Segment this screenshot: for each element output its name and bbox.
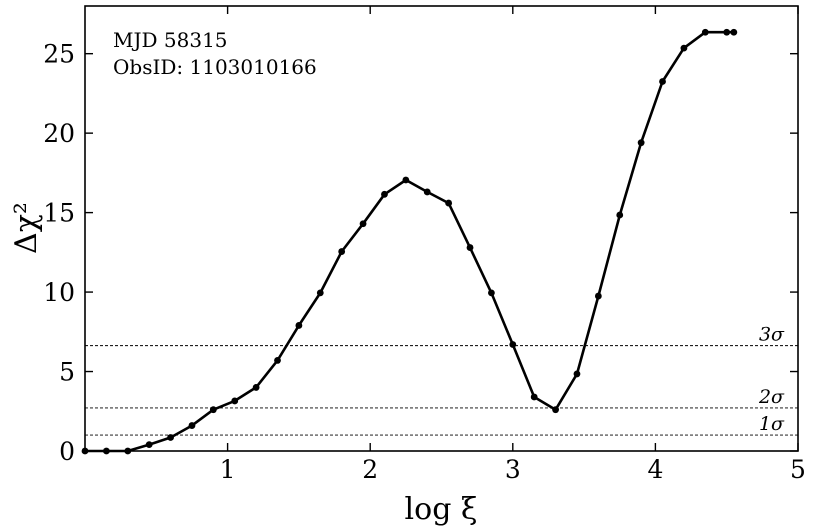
data-point-29 [701, 28, 709, 36]
data-point-9 [274, 357, 281, 364]
data-point-2 [124, 447, 132, 455]
y-tick-label-5: 25 [43, 40, 75, 69]
y-tick-label-0: 0 [59, 437, 75, 466]
x-tick-label-1: 2 [362, 455, 378, 484]
data-point-21 [530, 393, 538, 401]
annotation-obsid: ObsID: 1103010166 [113, 55, 317, 79]
sigma-reference-lines: 3σ 2σ 1σ [85, 324, 798, 436]
data-point-20 [509, 341, 517, 348]
data-point-17 [445, 199, 453, 207]
data-point-28 [680, 44, 688, 52]
data-point-6 [209, 406, 217, 414]
data-point-30 [723, 28, 731, 36]
data-point-22 [552, 406, 559, 414]
data-point-12 [338, 248, 346, 255]
data-point-23 [573, 370, 581, 378]
data-point-1 [102, 447, 110, 455]
data-point-27 [659, 78, 666, 85]
y-tick-label-4: 20 [43, 119, 75, 148]
data-point-10 [295, 322, 303, 329]
data-point-14 [381, 190, 388, 198]
x-tick-label-2: 3 [505, 455, 521, 484]
data-point-24 [594, 292, 602, 300]
reference-line-label-0: 3σ [759, 324, 785, 346]
data-point-11 [316, 289, 324, 297]
data-point-19 [488, 289, 495, 297]
y-tick-label-2: 10 [43, 278, 75, 307]
data-point-4 [167, 434, 174, 441]
data-point-7 [231, 397, 239, 405]
x-tick-label-4: 5 [790, 455, 806, 484]
data-point-16 [423, 188, 431, 196]
data-point-13 [359, 220, 367, 228]
y-tick-label-3: 15 [43, 199, 75, 228]
data-point-18 [466, 244, 474, 251]
axis-ticks: 1 2 3 4 5 0 5 10 15 20 25 [43, 6, 806, 484]
annotation-mjd: MJD 58315 [113, 28, 228, 52]
y-tick-label-1: 5 [59, 358, 75, 387]
series-line-0 [85, 30, 734, 453]
data-point-5 [188, 422, 196, 429]
x-tick-label-0: 1 [220, 455, 236, 484]
x-axis-title: log ξ [405, 492, 478, 527]
data-point-3 [145, 441, 153, 449]
x-tick-label-3: 4 [647, 455, 663, 484]
reference-line-label-1: 2σ [758, 386, 785, 408]
reference-line-label-2: 1σ [759, 413, 785, 435]
data-point-0 [81, 447, 89, 455]
data-point-26 [637, 139, 645, 147]
plot-frame [84, 5, 799, 452]
data-series [81, 28, 738, 455]
data-point-8 [252, 384, 260, 391]
data-point-31 [730, 28, 738, 36]
data-point-15 [402, 176, 410, 184]
y-axis-title: Δχ² [9, 202, 44, 254]
data-point-25 [616, 211, 624, 219]
